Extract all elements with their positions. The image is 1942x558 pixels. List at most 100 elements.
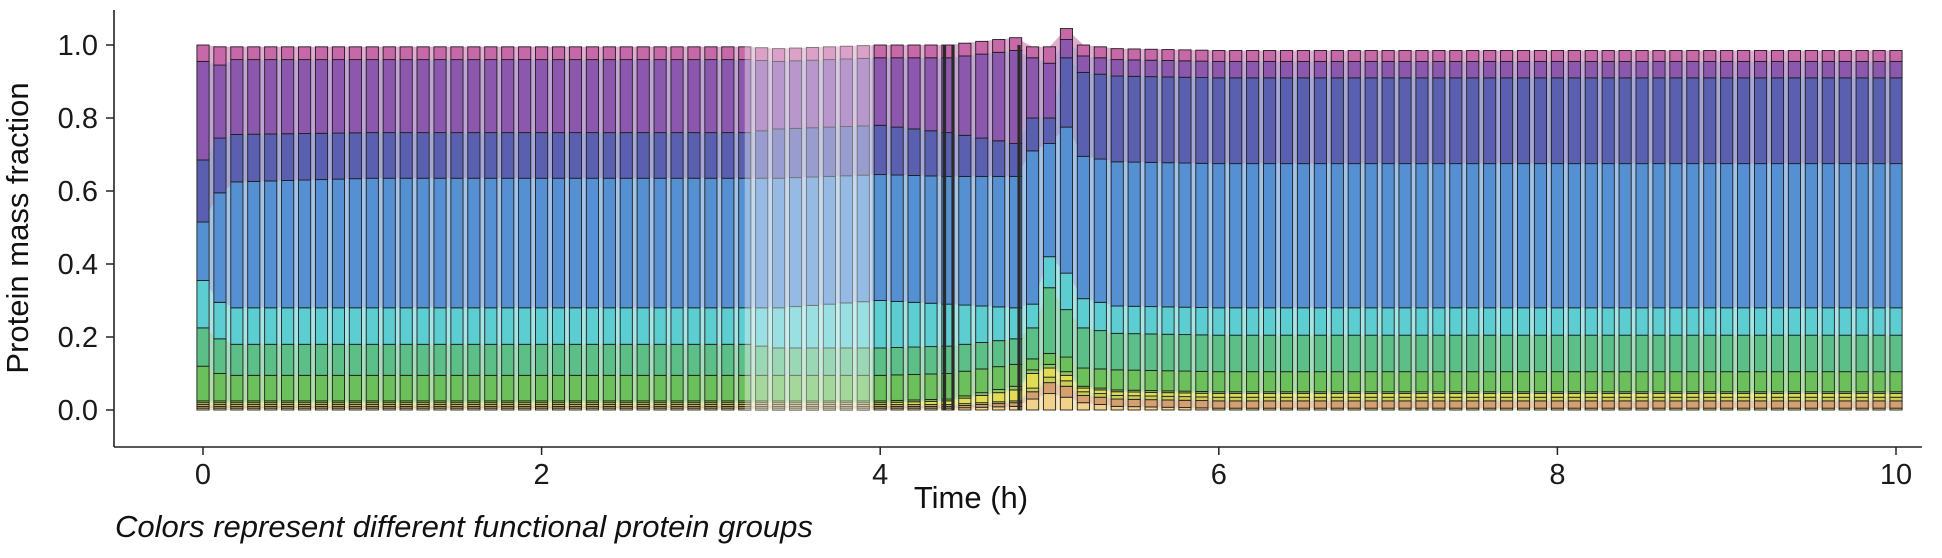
x-tick-label: 4 (872, 459, 888, 491)
bar-segment-2 (1737, 396, 1751, 402)
bar-t4 (873, 44, 887, 411)
bar-segment-11 (264, 46, 278, 61)
bar-segment-1 (1093, 396, 1107, 405)
bar-segment-4 (1059, 371, 1073, 376)
bar-segment-10 (1601, 60, 1615, 79)
bar-segment-2 (1787, 396, 1801, 402)
bar-t7.1 (1398, 50, 1412, 411)
bar-segment-2 (1618, 396, 1632, 402)
bar-t2.5 (619, 46, 633, 411)
bar-segment-8 (1584, 163, 1598, 309)
bar-segment-7 (1076, 298, 1090, 329)
bar-t0.7 (314, 46, 329, 411)
bar-segment-9 (1398, 77, 1412, 165)
bar-segment-8 (1686, 163, 1700, 309)
bar-t5.4 (1110, 48, 1124, 411)
bar-segment-11 (1838, 50, 1852, 62)
bar-segment-2 (1178, 396, 1192, 401)
bar-segment-7 (281, 307, 295, 345)
bar-segment-6 (1076, 327, 1090, 369)
bar-segment-10 (924, 57, 938, 132)
bar-segment-7 (1754, 307, 1768, 336)
bar-segment-6 (958, 343, 972, 372)
bar-segment-1 (1042, 382, 1057, 395)
bar-segment-2 (1161, 395, 1175, 401)
bar-segment-6 (484, 343, 498, 376)
bar-segment-10 (264, 59, 278, 135)
bar-segment-8 (1652, 163, 1666, 309)
bar-segment-3 (1110, 391, 1124, 396)
bar-segment-7 (1330, 307, 1344, 336)
bar-segment-10 (890, 57, 904, 128)
bar-t1.2 (399, 46, 413, 411)
bar-segment-3 (1466, 393, 1480, 398)
bar-segment-7 (1770, 307, 1785, 336)
bar-segment-9 (1787, 77, 1801, 165)
bar-segment-7 (1669, 307, 1683, 336)
bar-segment-8 (298, 179, 312, 309)
bar-segment-8 (721, 177, 735, 309)
bar-segment-5 (924, 373, 938, 400)
bar-t0.3 (247, 46, 261, 411)
bar-segment-8 (1533, 163, 1548, 309)
bar-t6.7 (1330, 50, 1344, 411)
bar-segment-5 (1364, 371, 1378, 393)
bar-segment-7 (1550, 307, 1564, 336)
bar-segment-8 (1076, 155, 1090, 300)
bar-segment-8 (1246, 163, 1260, 309)
bar-segment-5 (1026, 358, 1040, 371)
bar-segment-11 (958, 42, 972, 57)
bar-segment-11 (551, 46, 566, 61)
bar-segment-11 (1770, 50, 1785, 62)
bar-segment-6 (230, 343, 244, 376)
bar-segment-2 (1195, 396, 1209, 402)
bar-segment-3 (1567, 393, 1581, 398)
bar-segment-2 (1872, 396, 1886, 402)
bar-segment-8 (247, 180, 261, 309)
bar-segment-5 (484, 374, 498, 402)
bar-segment-3 (1178, 392, 1192, 398)
bar-segment-8 (281, 180, 295, 309)
x-tick-label: 10 (1880, 459, 1912, 491)
bar-t7.9 (1533, 50, 1548, 411)
bar-segment-6 (992, 340, 1006, 368)
bar-segment-8 (535, 177, 549, 309)
bar-segment-10 (907, 57, 921, 130)
bar-segment-10 (1415, 60, 1429, 79)
bar-segment-5 (281, 374, 295, 402)
bar-segment-10 (1500, 60, 1514, 79)
bar-t6.3 (1263, 50, 1277, 411)
bar-segment-11 (314, 46, 329, 61)
bar-t8.7 (1669, 50, 1683, 411)
bar-segment-11 (1669, 50, 1683, 62)
bar-t6.8 (1347, 50, 1361, 411)
bar-segment-9 (1229, 77, 1243, 165)
bar-segment-5 (230, 374, 244, 402)
bar-segment-8 (890, 174, 904, 302)
bar-segment-6 (1466, 334, 1480, 373)
bar-segment-5 (1601, 371, 1615, 393)
bar-segment-11 (1364, 50, 1378, 62)
bar-segment-7 (958, 304, 972, 345)
x-axis-label: Time (h) (914, 480, 1028, 515)
bar-segment-3 (1500, 393, 1514, 398)
bar-segment-9 (721, 132, 735, 179)
bar-segment-11 (1635, 50, 1649, 62)
bar-segment-11 (1584, 50, 1598, 62)
bar-segment-6 (1618, 334, 1632, 373)
bar-segment-10 (1347, 60, 1361, 79)
bar-segment-1 (1483, 400, 1497, 409)
bar-segment-11 (1618, 50, 1632, 62)
bar-segment-5 (501, 374, 515, 402)
bar-segment-7 (670, 307, 684, 345)
caption: Colors represent different functional pr… (115, 509, 813, 544)
bar-segment-7 (890, 300, 904, 348)
bar-segment-5 (365, 374, 379, 402)
bar-segment-10 (1855, 60, 1869, 79)
bar-segment-6 (416, 343, 430, 376)
bar-segment-6 (653, 343, 667, 376)
bar-segment-6 (670, 343, 684, 376)
bar-segment-11 (1855, 50, 1869, 62)
y-tick-label: 0.0 (58, 395, 98, 427)
bar-segment-6 (1500, 334, 1514, 373)
